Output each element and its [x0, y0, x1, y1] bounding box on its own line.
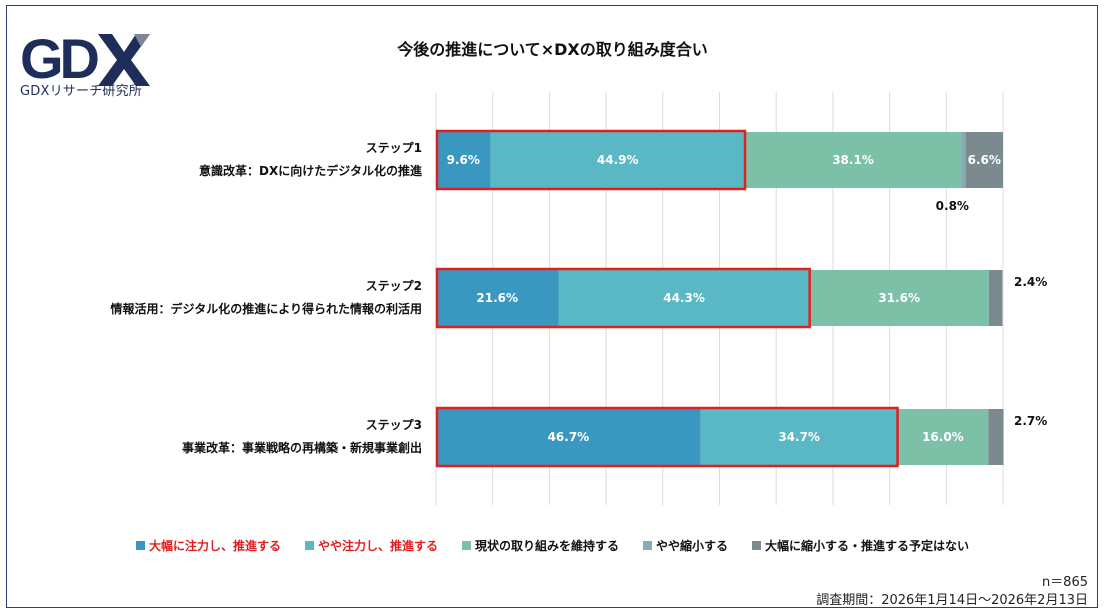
data-label: 9.6%	[447, 153, 480, 167]
data-label: 46.7%	[548, 430, 590, 444]
bar-segment	[897, 409, 989, 465]
data-label: 2.4%	[1014, 275, 1047, 289]
category-step-label: ステップ3	[366, 417, 422, 432]
chart-title: 今後の推進について×DXの取り組み度合い	[397, 40, 708, 59]
legend-swatch	[643, 541, 652, 550]
bar-segment	[988, 409, 1004, 465]
category-name-label: 意識改革：DXに向けたデジタル化の推進	[199, 163, 423, 178]
bar-segment	[558, 270, 810, 326]
chart-legend: 大幅に注力し、推進する やや注力し、推進する 現状の取り組みを維持する やや縮小する 大…	[0, 537, 1105, 554]
bar-segment	[436, 270, 559, 326]
bar-segment	[809, 270, 989, 326]
data-label: 16.0%	[922, 430, 964, 444]
legend-swatch	[461, 541, 471, 550]
data-label: 44.3%	[663, 291, 705, 305]
legend-label: やや縮小する	[656, 539, 729, 553]
legend-item: やや注力し、推進する	[304, 537, 438, 554]
bar-segment	[490, 132, 746, 188]
survey-period-label: 調査期間：2026年1月14日〜2026年2月13日	[816, 593, 1088, 608]
data-label: 2.7%	[1014, 414, 1047, 428]
bar-segment	[988, 270, 1003, 326]
data-label: 31.6%	[878, 291, 920, 305]
bar-segment	[961, 132, 966, 188]
bar-segment	[745, 132, 962, 188]
bar-segment	[436, 409, 701, 465]
legend-item: 大幅に注力し、推進する	[135, 537, 281, 554]
legend-label: やや注力し、推進する	[317, 539, 438, 553]
data-label: 44.9%	[597, 153, 639, 167]
svg-text:GD: GD	[20, 27, 99, 90]
data-label: 0.8%	[936, 199, 969, 213]
highlight-box	[435, 267, 811, 329]
data-label: 6.6%	[968, 153, 1001, 167]
category-step-label: ステップ1	[366, 140, 422, 155]
legend-label: 大幅に縮小する・推進する予定はない	[765, 539, 970, 553]
data-label: 34.7%	[778, 430, 820, 444]
data-label: 38.1%	[832, 153, 874, 167]
sample-size-label: n＝865	[1041, 575, 1088, 590]
highlight-box	[435, 406, 899, 468]
bar-segment	[700, 409, 898, 465]
logo-caption: GDXリサーチ研究所	[20, 84, 142, 99]
bar-segment	[965, 132, 1003, 188]
legend-item: 大幅に縮小する・推進する予定はない	[752, 537, 969, 554]
legend-label: 現状の取り組みを維持する	[474, 539, 619, 553]
legend-swatch	[752, 541, 762, 550]
bar-segment	[436, 132, 491, 188]
data-label: 21.6%	[476, 291, 518, 305]
legend-swatch	[135, 541, 145, 550]
category-step-label: ステップ2	[366, 278, 422, 293]
legend-label: 大幅に注力し、推進する	[148, 539, 281, 553]
highlight-box	[435, 129, 747, 191]
category-name-label: 事業改革：事業戦略の再構築・新規事業創出	[182, 440, 422, 455]
category-name-label: 情報活用：デジタル化の推進により得られた情報の利活用	[110, 301, 422, 316]
legend-swatch	[304, 541, 314, 550]
gdx-logo: GD	[20, 27, 150, 90]
legend-item: 現状の取り組みを維持する	[461, 537, 619, 554]
legend-item: やや縮小する	[643, 537, 728, 554]
